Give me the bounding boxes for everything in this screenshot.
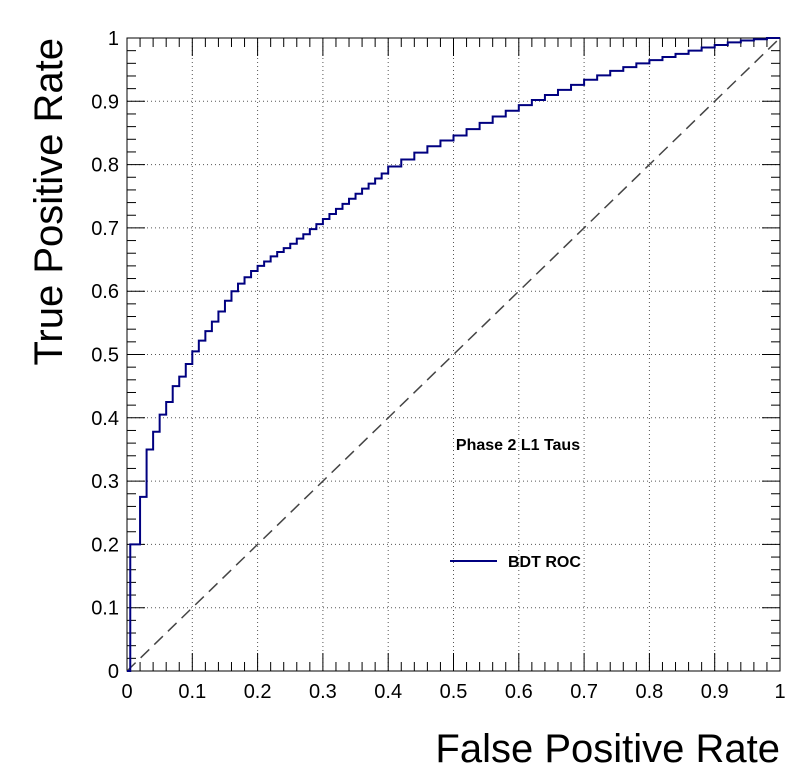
legend: BDT ROC: [450, 554, 581, 571]
y-tick-label: 0.2: [91, 534, 119, 556]
x-tick-label: 0: [121, 681, 132, 703]
y-tick-label: 0.9: [91, 91, 119, 113]
y-tick-label: 0.5: [91, 345, 119, 367]
x-tick-label: 0.7: [570, 681, 598, 703]
grid: [126, 37, 781, 672]
x-tick-label: 1: [774, 681, 785, 703]
x-tick-label: 0.6: [505, 681, 533, 703]
y-tick-label: 0.8: [91, 155, 119, 177]
x-tick-label: 0.2: [244, 681, 272, 703]
y-axis-title: True Positive Rate: [27, 38, 71, 366]
y-tick-labels: 0 0.1 0.2 0.3 0.4 0.5 0.6 0.7 0.8 0.9 1: [91, 28, 119, 683]
x-tick-label: 0.8: [635, 681, 663, 703]
y-tick-label: 0: [108, 661, 119, 683]
plot-frame: [126, 37, 781, 672]
legend-label: BDT ROC: [508, 554, 581, 571]
y-tick-label: 1: [108, 28, 119, 50]
x-tick-label: 0.4: [374, 681, 402, 703]
y-tick-label: 0.1: [91, 598, 119, 620]
x-tick-label: 0.9: [701, 681, 729, 703]
roc-curve: [127, 37, 780, 672]
x-tick-labels: 0 0.1 0.2 0.3 0.4 0.5 0.6 0.7 0.8 0.9 1: [121, 681, 785, 703]
y-tick-label: 0.6: [91, 281, 119, 303]
x-axis-title: False Positive Rate: [435, 727, 780, 771]
chart-annotation: Phase 2 L1 Taus: [456, 437, 580, 454]
x-tick-label: 0.5: [440, 681, 468, 703]
y-tick-label: 0.3: [91, 471, 119, 493]
y-tick-label: 0.7: [91, 218, 119, 240]
x-tick-label: 0.1: [178, 681, 206, 703]
y-tick-label: 0.4: [91, 408, 119, 430]
x-tick-label: 0.3: [309, 681, 337, 703]
